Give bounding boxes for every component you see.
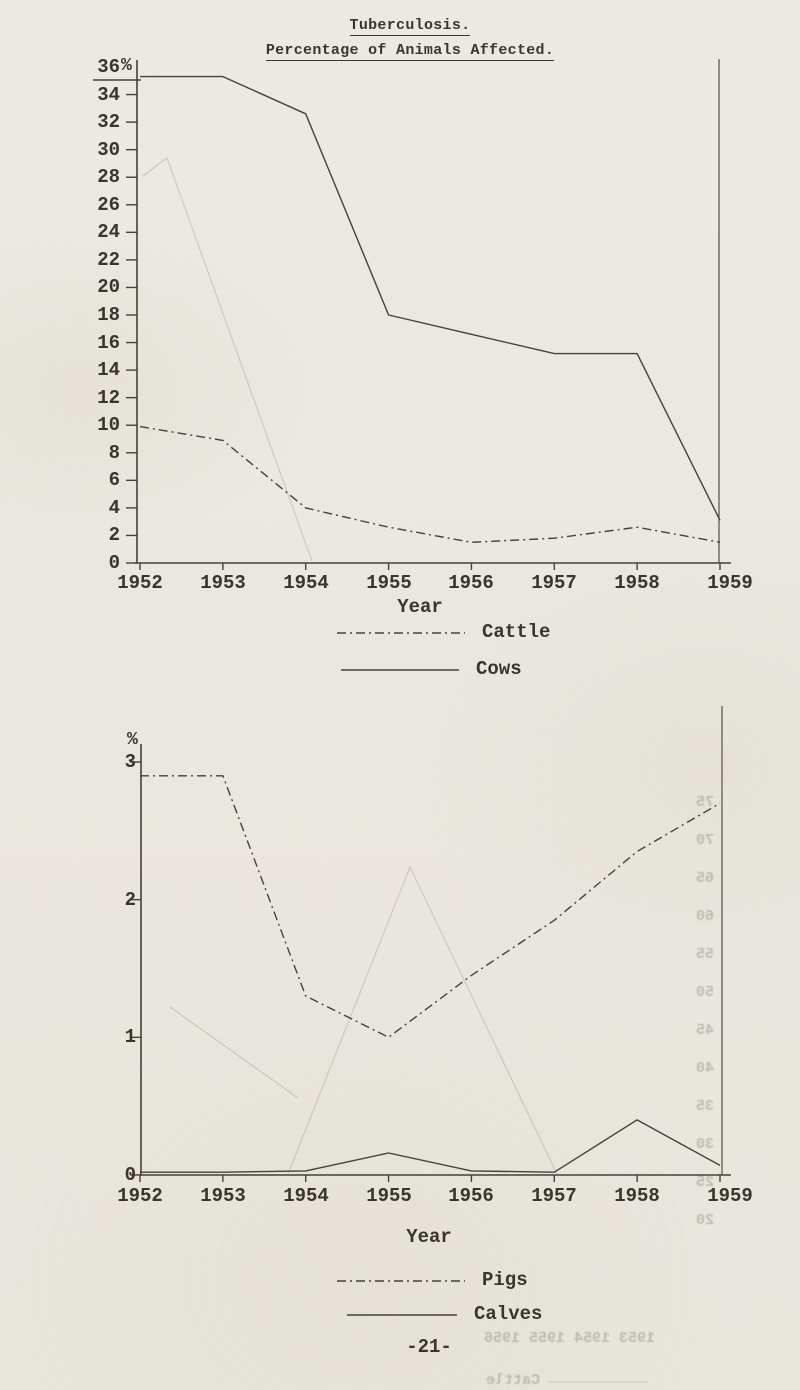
cattle-dashdot-line-sample — [337, 632, 465, 634]
series-line-cows — [140, 75, 721, 521]
x-tick-label: 1952 — [117, 572, 163, 594]
bleed-through-line — [142, 157, 313, 562]
y-tick-label: 10 — [97, 414, 120, 436]
page-title: Tuberculosis. — [349, 17, 471, 36]
y-tick-label: 30 — [97, 139, 120, 161]
y-tick-label: 2 — [124, 889, 136, 911]
page-header: Tuberculosis. Percentage of Animals Affe… — [0, 16, 800, 61]
bleed-through-line — [169, 1006, 299, 1099]
legend-entry-cattle: Cattle — [336, 621, 551, 643]
x-tick-label: 1955 — [366, 572, 412, 594]
legend-label-cows: Cows — [476, 658, 522, 680]
calves-solid-line-sample — [347, 1314, 457, 1316]
y-tick-label: 24 — [97, 221, 120, 243]
y-tick-label: 8 — [108, 442, 120, 464]
y-tick-label: 22 — [97, 249, 120, 271]
bottom-chart-percent-sign: % — [127, 730, 138, 750]
y-tick-label: 16 — [97, 332, 120, 354]
x-tick-label: 1954 — [283, 1185, 329, 1207]
legend-entry-cows: Cows — [340, 658, 522, 680]
x-tick-label: 1958 — [614, 1185, 660, 1207]
x-tick-label: 1956 — [448, 1185, 494, 1207]
cows-solid-line-sample — [341, 669, 459, 671]
y-tick-label: 3 — [124, 751, 136, 773]
bleed-through-line — [287, 865, 558, 1175]
top-chart-x-axis-title: Year — [397, 596, 443, 618]
legend-label-cattle: Cattle — [482, 621, 551, 643]
y-tick-label: 0 — [124, 1164, 136, 1186]
x-tick-label: 1954 — [283, 572, 329, 594]
pigs-dashdot-line-sample — [337, 1280, 465, 1282]
page-number: -21- — [406, 1336, 452, 1358]
legend-entry-calves: Calves — [346, 1303, 543, 1325]
x-tick-label: 1959 — [707, 1185, 753, 1207]
y-tick-label: 1 — [124, 1026, 136, 1048]
x-tick-label: 1955 — [366, 1185, 412, 1207]
x-tick-label: 1953 — [200, 572, 246, 594]
y-tick-label: 2 — [108, 524, 120, 546]
y-tick-label: 12 — [97, 387, 120, 409]
y-tick-label: 18 — [97, 304, 120, 326]
x-tick-label: 1957 — [531, 1185, 577, 1207]
legend-entry-pigs: Pigs — [336, 1269, 528, 1291]
bottom-chart-x-axis-title: Year — [406, 1226, 452, 1248]
series-line-cattle — [139, 425, 721, 543]
y-tick-label: 14 — [97, 359, 120, 381]
y-tick-label: 36 — [97, 56, 120, 78]
y-tick-label: 34 — [97, 84, 120, 106]
y-tick-label: 26 — [97, 194, 120, 216]
legend-label-pigs: Pigs — [482, 1269, 528, 1291]
x-tick-label: 1959 — [707, 572, 753, 594]
legend-label-calves: Calves — [474, 1303, 543, 1325]
series-line-pigs — [140, 775, 721, 1039]
page-subtitle: Percentage of Animals Affected. — [265, 42, 555, 61]
y-tick-label: 4 — [108, 497, 120, 519]
x-tick-label: 1952 — [117, 1185, 163, 1207]
y-tick-label: 20 — [97, 276, 120, 298]
y-tick-label: 28 — [97, 166, 120, 188]
x-tick-label: 1957 — [531, 572, 577, 594]
x-tick-label: 1953 — [200, 1185, 246, 1207]
x-tick-label: 1958 — [614, 572, 660, 594]
y-tick-label: 32 — [97, 111, 120, 133]
x-tick-label: 1956 — [448, 572, 494, 594]
y-tick-label: 6 — [108, 469, 120, 491]
y-tick-label: 0 — [108, 552, 120, 574]
top-chart-percent-sign: % — [121, 56, 132, 76]
series-line-calves — [140, 1119, 721, 1173]
